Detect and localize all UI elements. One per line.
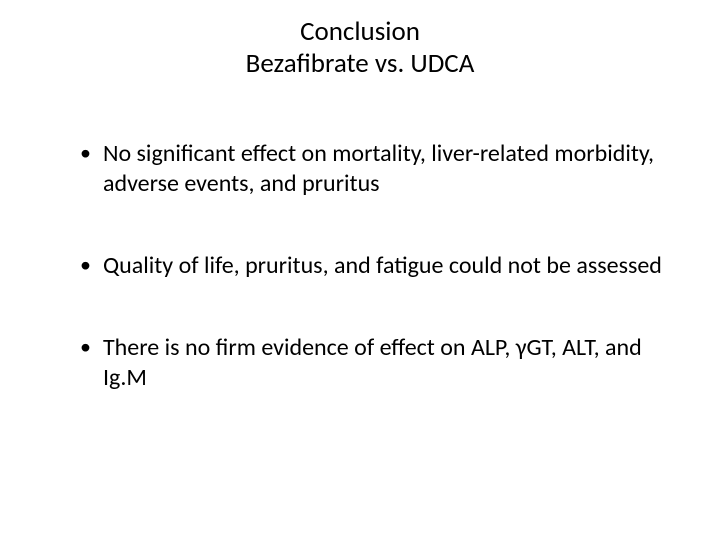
slide-title: Conclusion Bezafibrate vs. UDCA [50,16,670,81]
bullet-list: • No significant effect on mortality, li… [50,139,670,445]
title-line-1: Conclusion [50,16,670,48]
list-item: • Quality of life, pruritus, and fatigue… [80,251,670,281]
bullet-text: No significant effect on mortality, live… [103,139,670,199]
bullet-icon: • [80,139,91,167]
list-item: • There is no firm evidence of effect on… [80,333,670,393]
slide-container: Conclusion Bezafibrate vs. UDCA • No sig… [0,0,720,540]
title-line-2: Bezafibrate vs. UDCA [50,48,670,80]
bullet-icon: • [80,251,91,279]
bullet-text: There is no firm evidence of effect on A… [103,333,670,393]
bullet-text: Quality of life, pruritus, and fatigue c… [103,251,662,281]
bullet-icon: • [80,333,91,361]
list-item: • No significant effect on mortality, li… [80,139,670,199]
